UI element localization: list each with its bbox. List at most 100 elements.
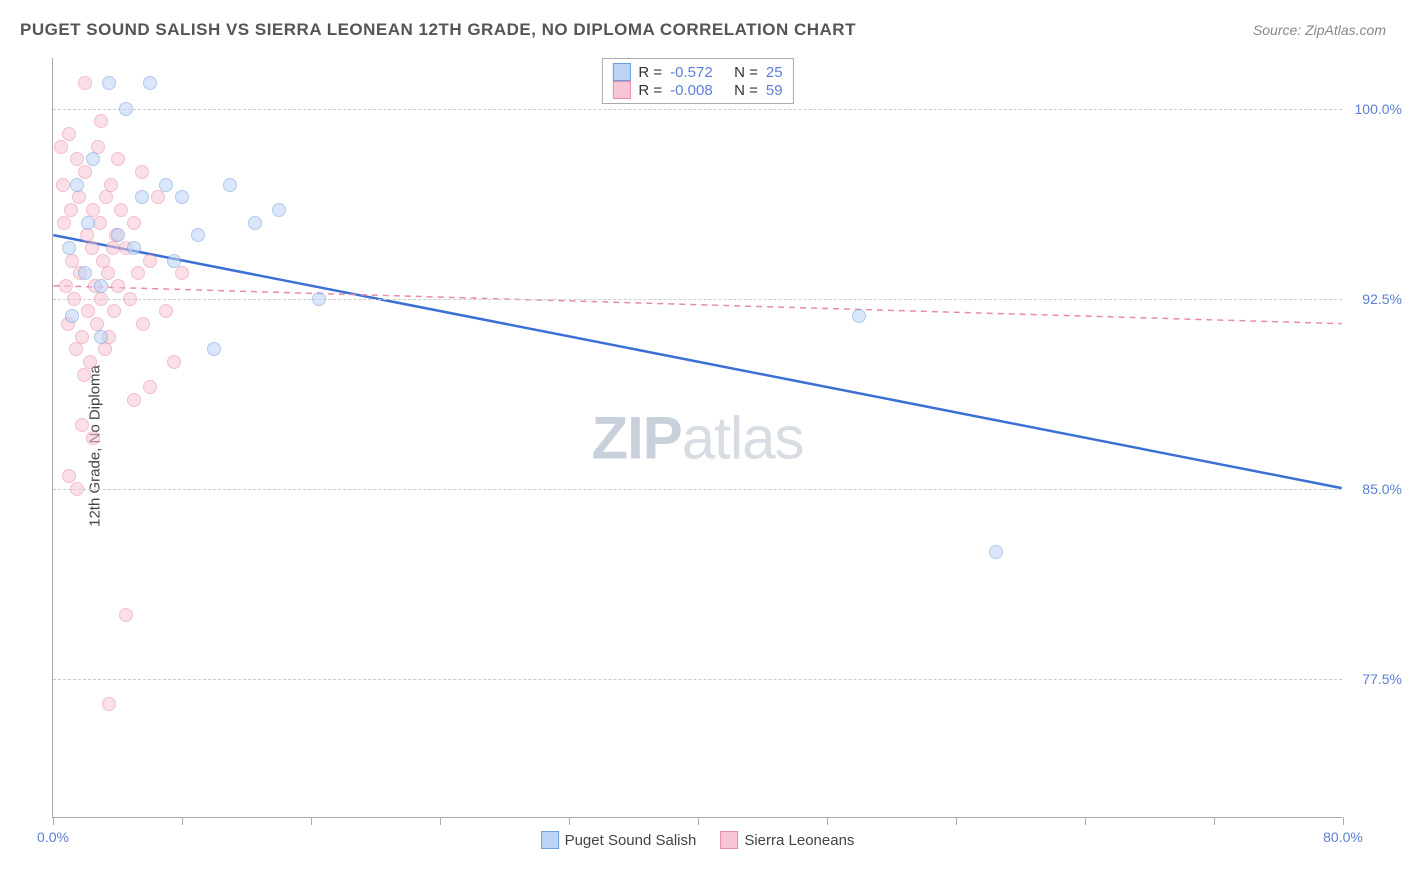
legend-row: R =-0.572N =25: [612, 63, 782, 81]
legend-row: R = -0.008 N = 59: [612, 81, 782, 99]
scatter-point: [135, 165, 149, 179]
chart-title: PUGET SOUND SALISH VS SIERRA LEONEAN 12T…: [20, 20, 856, 40]
scatter-point: [70, 178, 84, 192]
scatter-point: [81, 304, 95, 318]
x-tick-label: 80.0%: [1323, 829, 1363, 845]
x-tick: [1343, 817, 1344, 825]
scatter-point: [94, 292, 108, 306]
x-tick: [1085, 817, 1086, 825]
x-tick: [440, 817, 441, 825]
scatter-point: [143, 254, 157, 268]
scatter-point: [111, 228, 125, 242]
scatter-point: [248, 216, 262, 230]
scatter-point: [64, 203, 78, 217]
scatter-point: [62, 127, 76, 141]
scatter-point: [119, 608, 133, 622]
scatter-point: [62, 241, 76, 255]
correlation-legend: R =-0.572N =25R =-0.008N =59: [601, 58, 793, 104]
legend-n-label: N =: [734, 64, 758, 81]
scatter-point: [107, 304, 121, 318]
series-legend: Puget Sound Salish Sierra Leoneans: [541, 831, 855, 849]
scatter-point: [94, 330, 108, 344]
scatter-point: [207, 342, 221, 356]
x-tick: [182, 817, 183, 825]
scatter-point: [151, 190, 165, 204]
gridline-horizontal: [53, 679, 1342, 680]
scatter-point: [65, 254, 79, 268]
scatter-point: [127, 241, 141, 255]
scatter-point: [75, 330, 89, 344]
scatter-point: [127, 393, 141, 407]
legend-label: Puget Sound Salish: [565, 832, 697, 849]
y-tick-label: 77.5%: [1362, 671, 1402, 687]
scatter-point: [72, 190, 86, 204]
chart-header: PUGET SOUND SALISH VS SIERRA LEONEAN 12T…: [20, 20, 1386, 40]
scatter-point: [67, 292, 81, 306]
scatter-point: [98, 342, 112, 356]
scatter-point: [86, 152, 100, 166]
scatter-point: [83, 355, 97, 369]
scatter-point: [167, 355, 181, 369]
scatter-point: [70, 152, 84, 166]
legend-swatch: [612, 63, 630, 81]
legend-swatch: [541, 831, 559, 849]
source-text: Source: ZipAtlas.com: [1253, 22, 1386, 38]
watermark: ZIPatlas: [591, 403, 803, 472]
scatter-point: [62, 469, 76, 483]
legend-label: Sierra Leoneans: [744, 832, 854, 849]
legend-swatch: [612, 81, 630, 99]
scatter-point: [57, 216, 71, 230]
legend-swatch: [720, 831, 738, 849]
scatter-point: [77, 368, 91, 382]
scatter-point: [119, 102, 133, 116]
scatter-point: [70, 482, 84, 496]
x-tick: [698, 817, 699, 825]
scatter-point: [143, 76, 157, 90]
scatter-point: [102, 697, 116, 711]
scatter-point: [104, 178, 118, 192]
scatter-point: [59, 279, 73, 293]
scatter-point: [94, 279, 108, 293]
scatter-point: [65, 309, 79, 323]
scatter-point: [85, 241, 99, 255]
scatter-point: [78, 165, 92, 179]
trend-lines-layer: [53, 58, 1342, 817]
scatter-point: [54, 140, 68, 154]
scatter-point: [127, 216, 141, 230]
scatter-point: [106, 241, 120, 255]
scatter-point: [167, 254, 181, 268]
watermark-bold: ZIP: [591, 404, 681, 471]
scatter-point: [272, 203, 286, 217]
scatter-point: [989, 545, 1003, 559]
scatter-point: [86, 431, 100, 445]
scatter-point: [123, 292, 137, 306]
scatter-point: [111, 279, 125, 293]
y-tick-label: 92.5%: [1362, 291, 1402, 307]
legend-n-label: N =: [734, 82, 758, 99]
scatter-point: [143, 380, 157, 394]
trend-line: [53, 286, 1341, 324]
legend-r-label: R =: [638, 82, 662, 99]
scatter-point: [94, 114, 108, 128]
legend-n-value: 59: [766, 82, 783, 99]
scatter-point: [852, 309, 866, 323]
scatter-chart: ZIPatlas R =-0.572N =25R =-0.008N =59 Pu…: [52, 58, 1342, 818]
watermark-rest: atlas: [682, 404, 804, 471]
scatter-point: [111, 152, 125, 166]
legend-item: Puget Sound Salish: [541, 831, 697, 849]
scatter-point: [191, 228, 205, 242]
gridline-horizontal: [53, 489, 1342, 490]
scatter-point: [136, 317, 150, 331]
legend-r-label: R =: [638, 64, 662, 81]
scatter-point: [159, 304, 173, 318]
legend-n-value: 25: [766, 64, 783, 81]
gridline-horizontal: [53, 299, 1342, 300]
scatter-point: [78, 266, 92, 280]
x-tick: [53, 817, 54, 825]
legend-item: Sierra Leoneans: [720, 831, 854, 849]
x-tick: [956, 817, 957, 825]
scatter-point: [175, 190, 189, 204]
x-tick: [827, 817, 828, 825]
legend-r-value: -0.008: [670, 82, 726, 99]
gridline-horizontal: [53, 109, 1342, 110]
